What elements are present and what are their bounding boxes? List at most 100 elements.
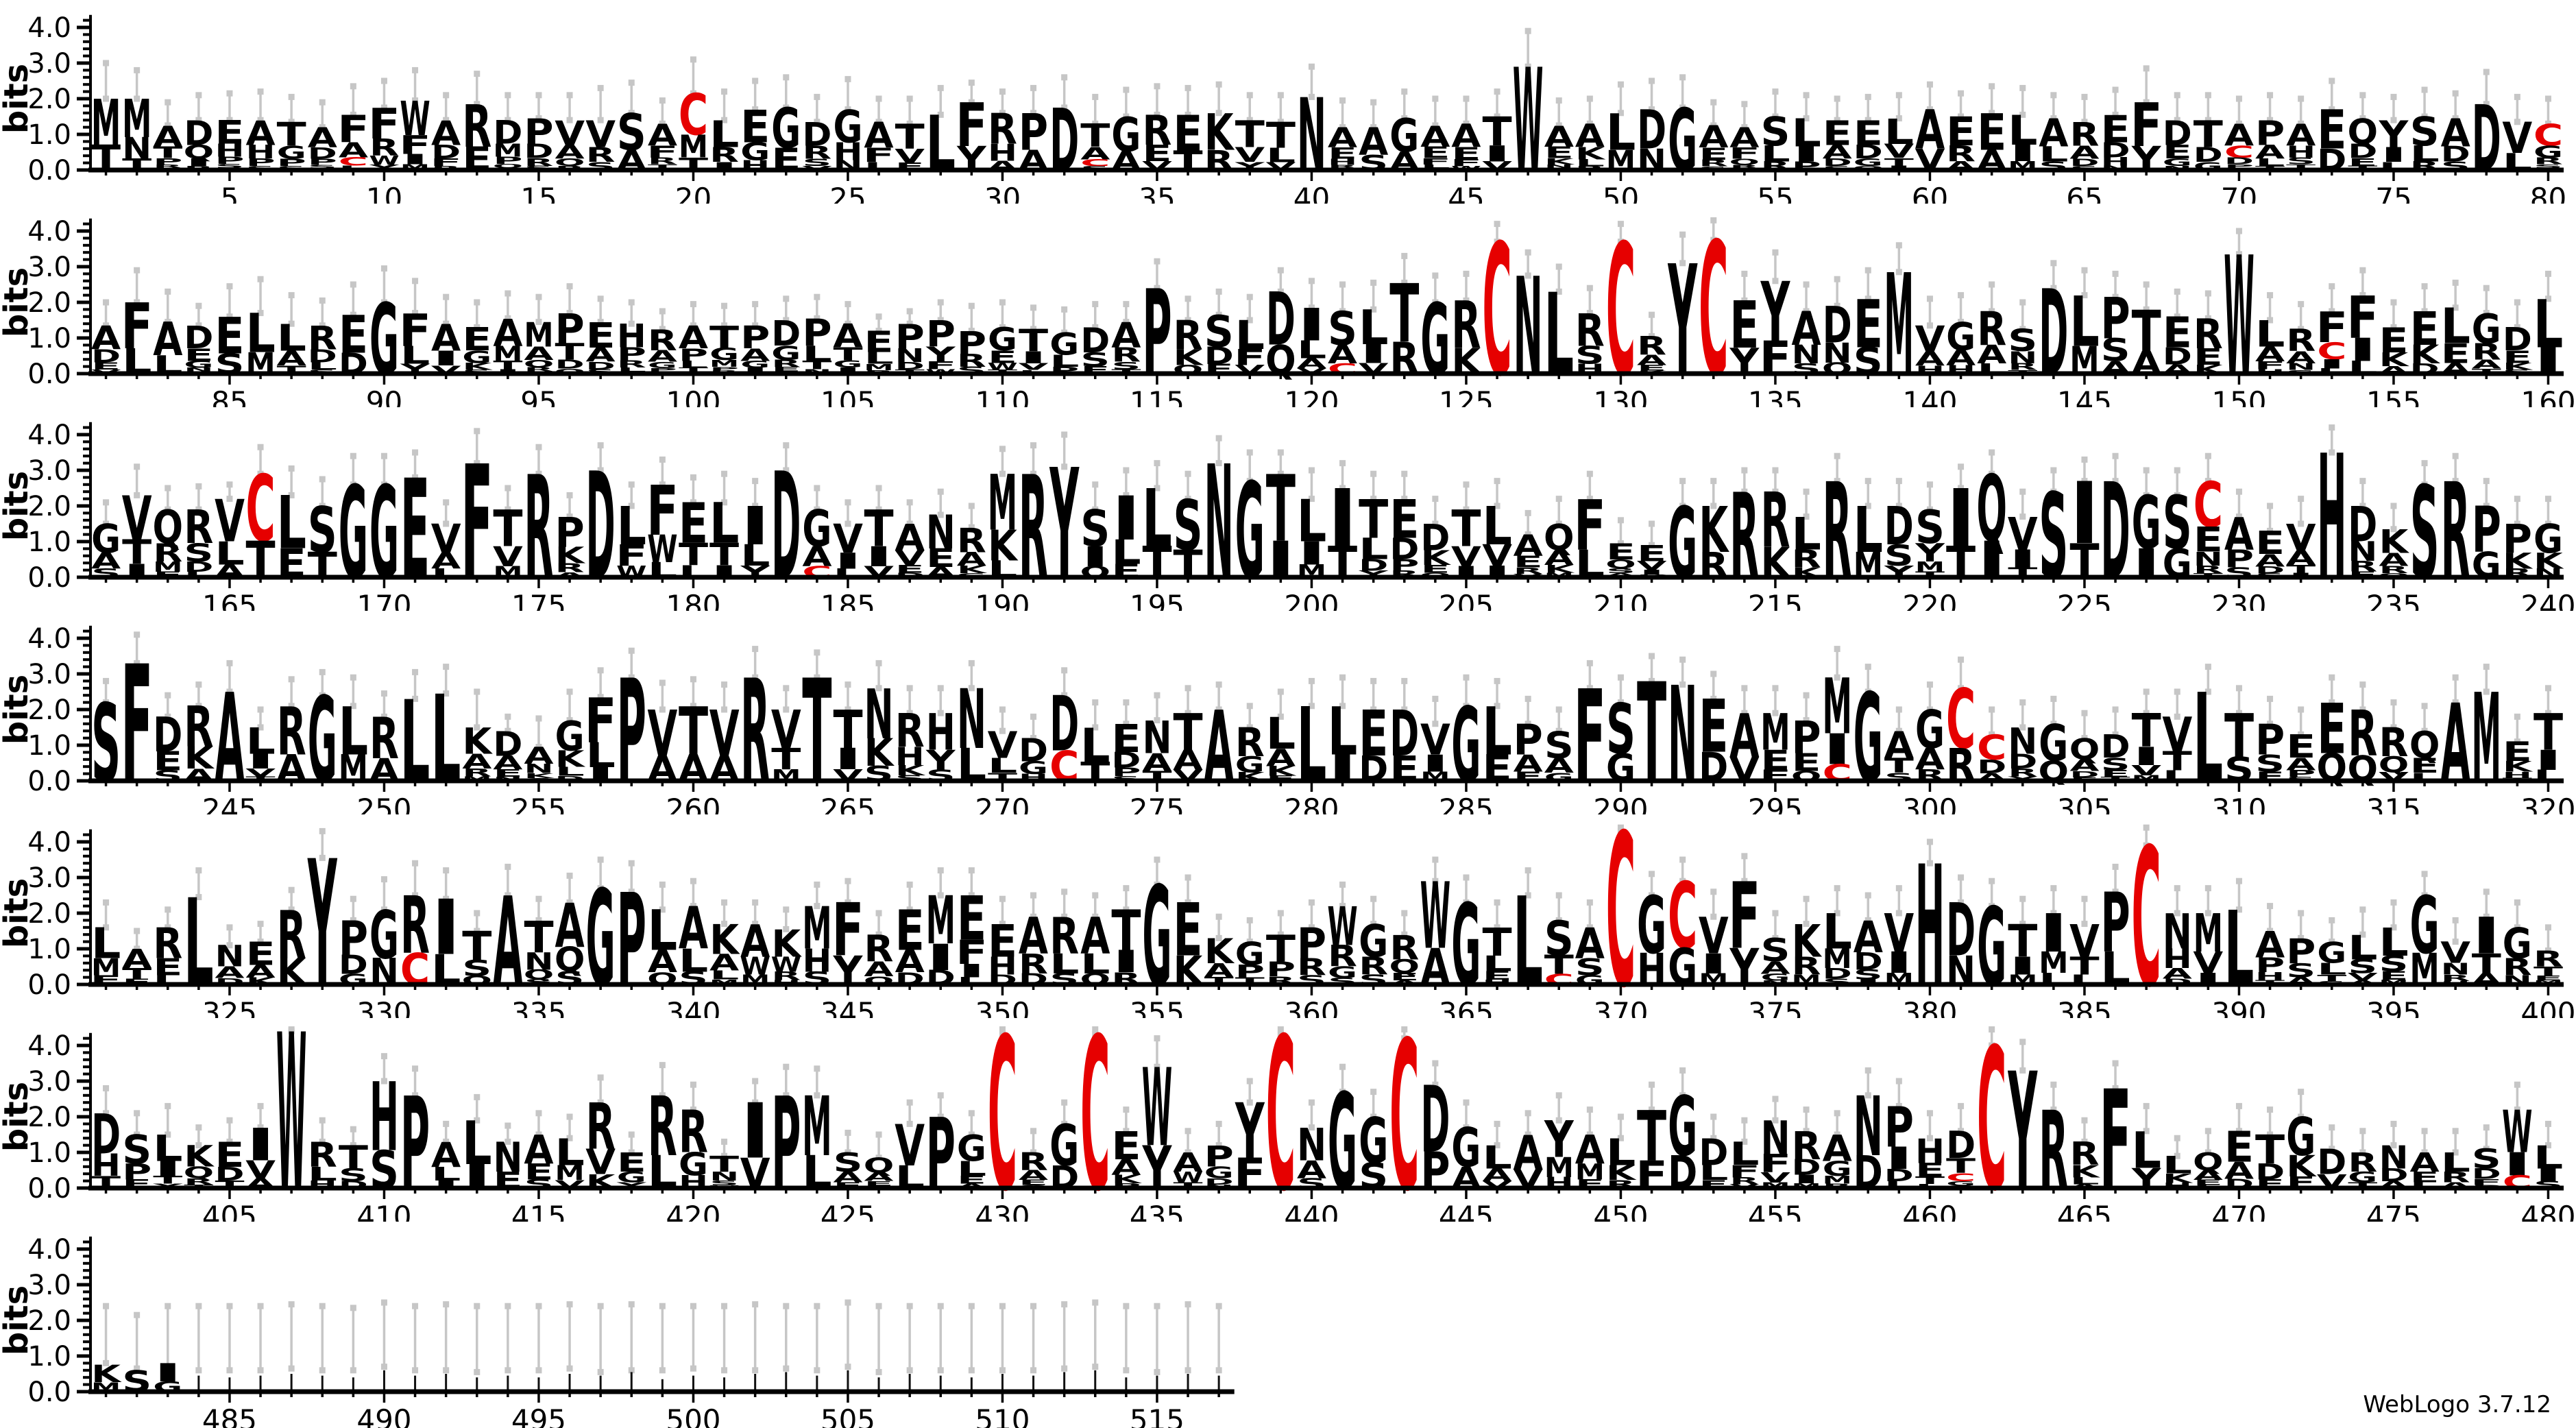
svg-text:L: L	[2440, 1148, 2470, 1178]
svg-text:F: F	[616, 539, 648, 572]
svg-text:L: L	[2379, 920, 2409, 965]
svg-text:D: D	[2101, 138, 2130, 162]
svg-text:Q: Q	[524, 358, 555, 370]
svg-text:S: S	[617, 103, 646, 162]
svg-text:L: L	[400, 677, 430, 808]
svg-text:G: G	[1760, 972, 1790, 983]
y-axis-label: bits	[0, 675, 36, 745]
svg-text:1.0: 1.0	[27, 934, 71, 965]
svg-text:K: K	[2379, 349, 2411, 371]
svg-text:D: D	[431, 141, 461, 163]
svg-text:P: P	[1204, 1140, 1234, 1174]
svg-text:E: E	[957, 1174, 986, 1187]
svg-text:250: 250	[356, 792, 411, 814]
svg-text:F: F	[646, 143, 679, 162]
svg-text:S: S	[2286, 156, 2316, 167]
svg-text:L: L	[1822, 904, 1852, 960]
svg-text:T: T	[1451, 500, 1481, 559]
svg-text:P: P	[2286, 931, 2316, 971]
svg-text:R: R	[369, 134, 399, 161]
error-bars	[103, 27, 2551, 131]
svg-text:4.0: 4.0	[27, 827, 71, 858]
logo-row-3: GASVTIQRMERSDLVLACTLESTGGEVALFTVMRPKRADL…	[0, 420, 2576, 611]
svg-text:T: T	[2194, 113, 2223, 156]
svg-text:T: T	[648, 163, 678, 169]
svg-text:240: 240	[2520, 589, 2575, 611]
svg-text:A: A	[1514, 1126, 1544, 1181]
svg-text:H: H	[2503, 771, 2532, 780]
svg-text:A: A	[431, 548, 461, 574]
svg-text:P: P	[2255, 954, 2285, 977]
svg-text:M: M	[493, 141, 522, 161]
svg-text:435: 435	[1130, 1200, 1184, 1222]
svg-text:G: G	[1946, 1180, 1976, 1187]
svg-text:D: D	[1019, 731, 1048, 769]
svg-text:E: E	[2163, 142, 2192, 163]
svg-text:L: L	[740, 539, 770, 572]
svg-text:V: V	[2162, 707, 2192, 762]
svg-text:245: 245	[202, 792, 257, 814]
svg-text:W: W	[369, 154, 399, 168]
svg-text:M: M	[1884, 245, 1914, 407]
svg-text:N: N	[1544, 164, 1574, 169]
svg-text:1.0: 1.0	[27, 527, 71, 558]
svg-text:V: V	[1915, 319, 1945, 360]
svg-text:E: E	[2317, 689, 2346, 770]
svg-text:A: A	[2255, 141, 2285, 163]
svg-text:360: 360	[1284, 996, 1339, 1018]
svg-text:205: 205	[1439, 589, 1494, 611]
svg-text:Q: Q	[1729, 157, 1760, 167]
svg-text:G: G	[1420, 284, 1450, 398]
svg-text:T: T	[2534, 965, 2564, 978]
svg-text:R: R	[2070, 116, 2100, 154]
svg-text:R: R	[1328, 164, 1357, 169]
svg-text:K: K	[462, 721, 493, 763]
axes: 0.0 1.0 2.0 3.0 4.0 bits 165 170 175 180 185 190 195…	[0, 420, 2576, 611]
svg-text:V: V	[2008, 508, 2038, 560]
svg-text:N: N	[957, 673, 986, 768]
svg-text:A: A	[2441, 681, 2470, 807]
svg-text:320: 320	[2520, 792, 2575, 814]
svg-text:E: E	[2534, 974, 2563, 982]
svg-text:M: M	[493, 341, 522, 365]
svg-text:Y: Y	[2379, 114, 2409, 156]
svg-text:A: A	[1544, 547, 1575, 570]
svg-text:G: G	[1359, 1104, 1388, 1178]
svg-text:380: 380	[1902, 996, 1957, 1018]
svg-text:F: F	[2346, 285, 2379, 352]
error-bars	[103, 424, 2551, 548]
svg-text:D: D	[215, 1163, 245, 1185]
svg-text:L: L	[1080, 948, 1110, 980]
svg-text:W: W	[1327, 896, 1357, 958]
svg-text:P: P	[2101, 285, 2130, 352]
svg-text:V: V	[2193, 946, 2223, 980]
svg-text:R: R	[957, 351, 986, 371]
svg-text:T: T	[2286, 163, 2316, 169]
svg-text:I: I	[1823, 725, 1852, 774]
svg-text:R: R	[1729, 468, 1759, 605]
svg-text:1.0: 1.0	[27, 730, 71, 762]
svg-text:A: A	[246, 962, 276, 982]
svg-text:L: L	[1482, 952, 1512, 976]
svg-text:K: K	[184, 740, 215, 775]
svg-text:C: C	[2317, 338, 2346, 365]
svg-text:A: A	[2224, 509, 2254, 560]
svg-text:K: K	[1112, 1172, 1143, 1186]
svg-text:V: V	[1884, 902, 1914, 964]
svg-text:M: M	[926, 882, 956, 959]
svg-text:A: A	[339, 138, 369, 162]
svg-text:G: G	[339, 461, 368, 608]
svg-text:R: R	[2348, 558, 2377, 575]
svg-text:K: K	[2503, 548, 2534, 574]
svg-text:L: L	[2131, 1121, 2161, 1180]
svg-text:A: A	[679, 320, 709, 356]
svg-text:T: T	[833, 344, 862, 365]
svg-text:I: I	[1884, 946, 1914, 980]
svg-text:15: 15	[520, 182, 557, 204]
svg-text:A: A	[1080, 908, 1110, 965]
svg-text:I: I	[1080, 540, 1110, 572]
svg-text:A: A	[1575, 919, 1605, 968]
svg-text:T: T	[2008, 915, 2037, 967]
svg-text:L: L	[864, 349, 894, 367]
